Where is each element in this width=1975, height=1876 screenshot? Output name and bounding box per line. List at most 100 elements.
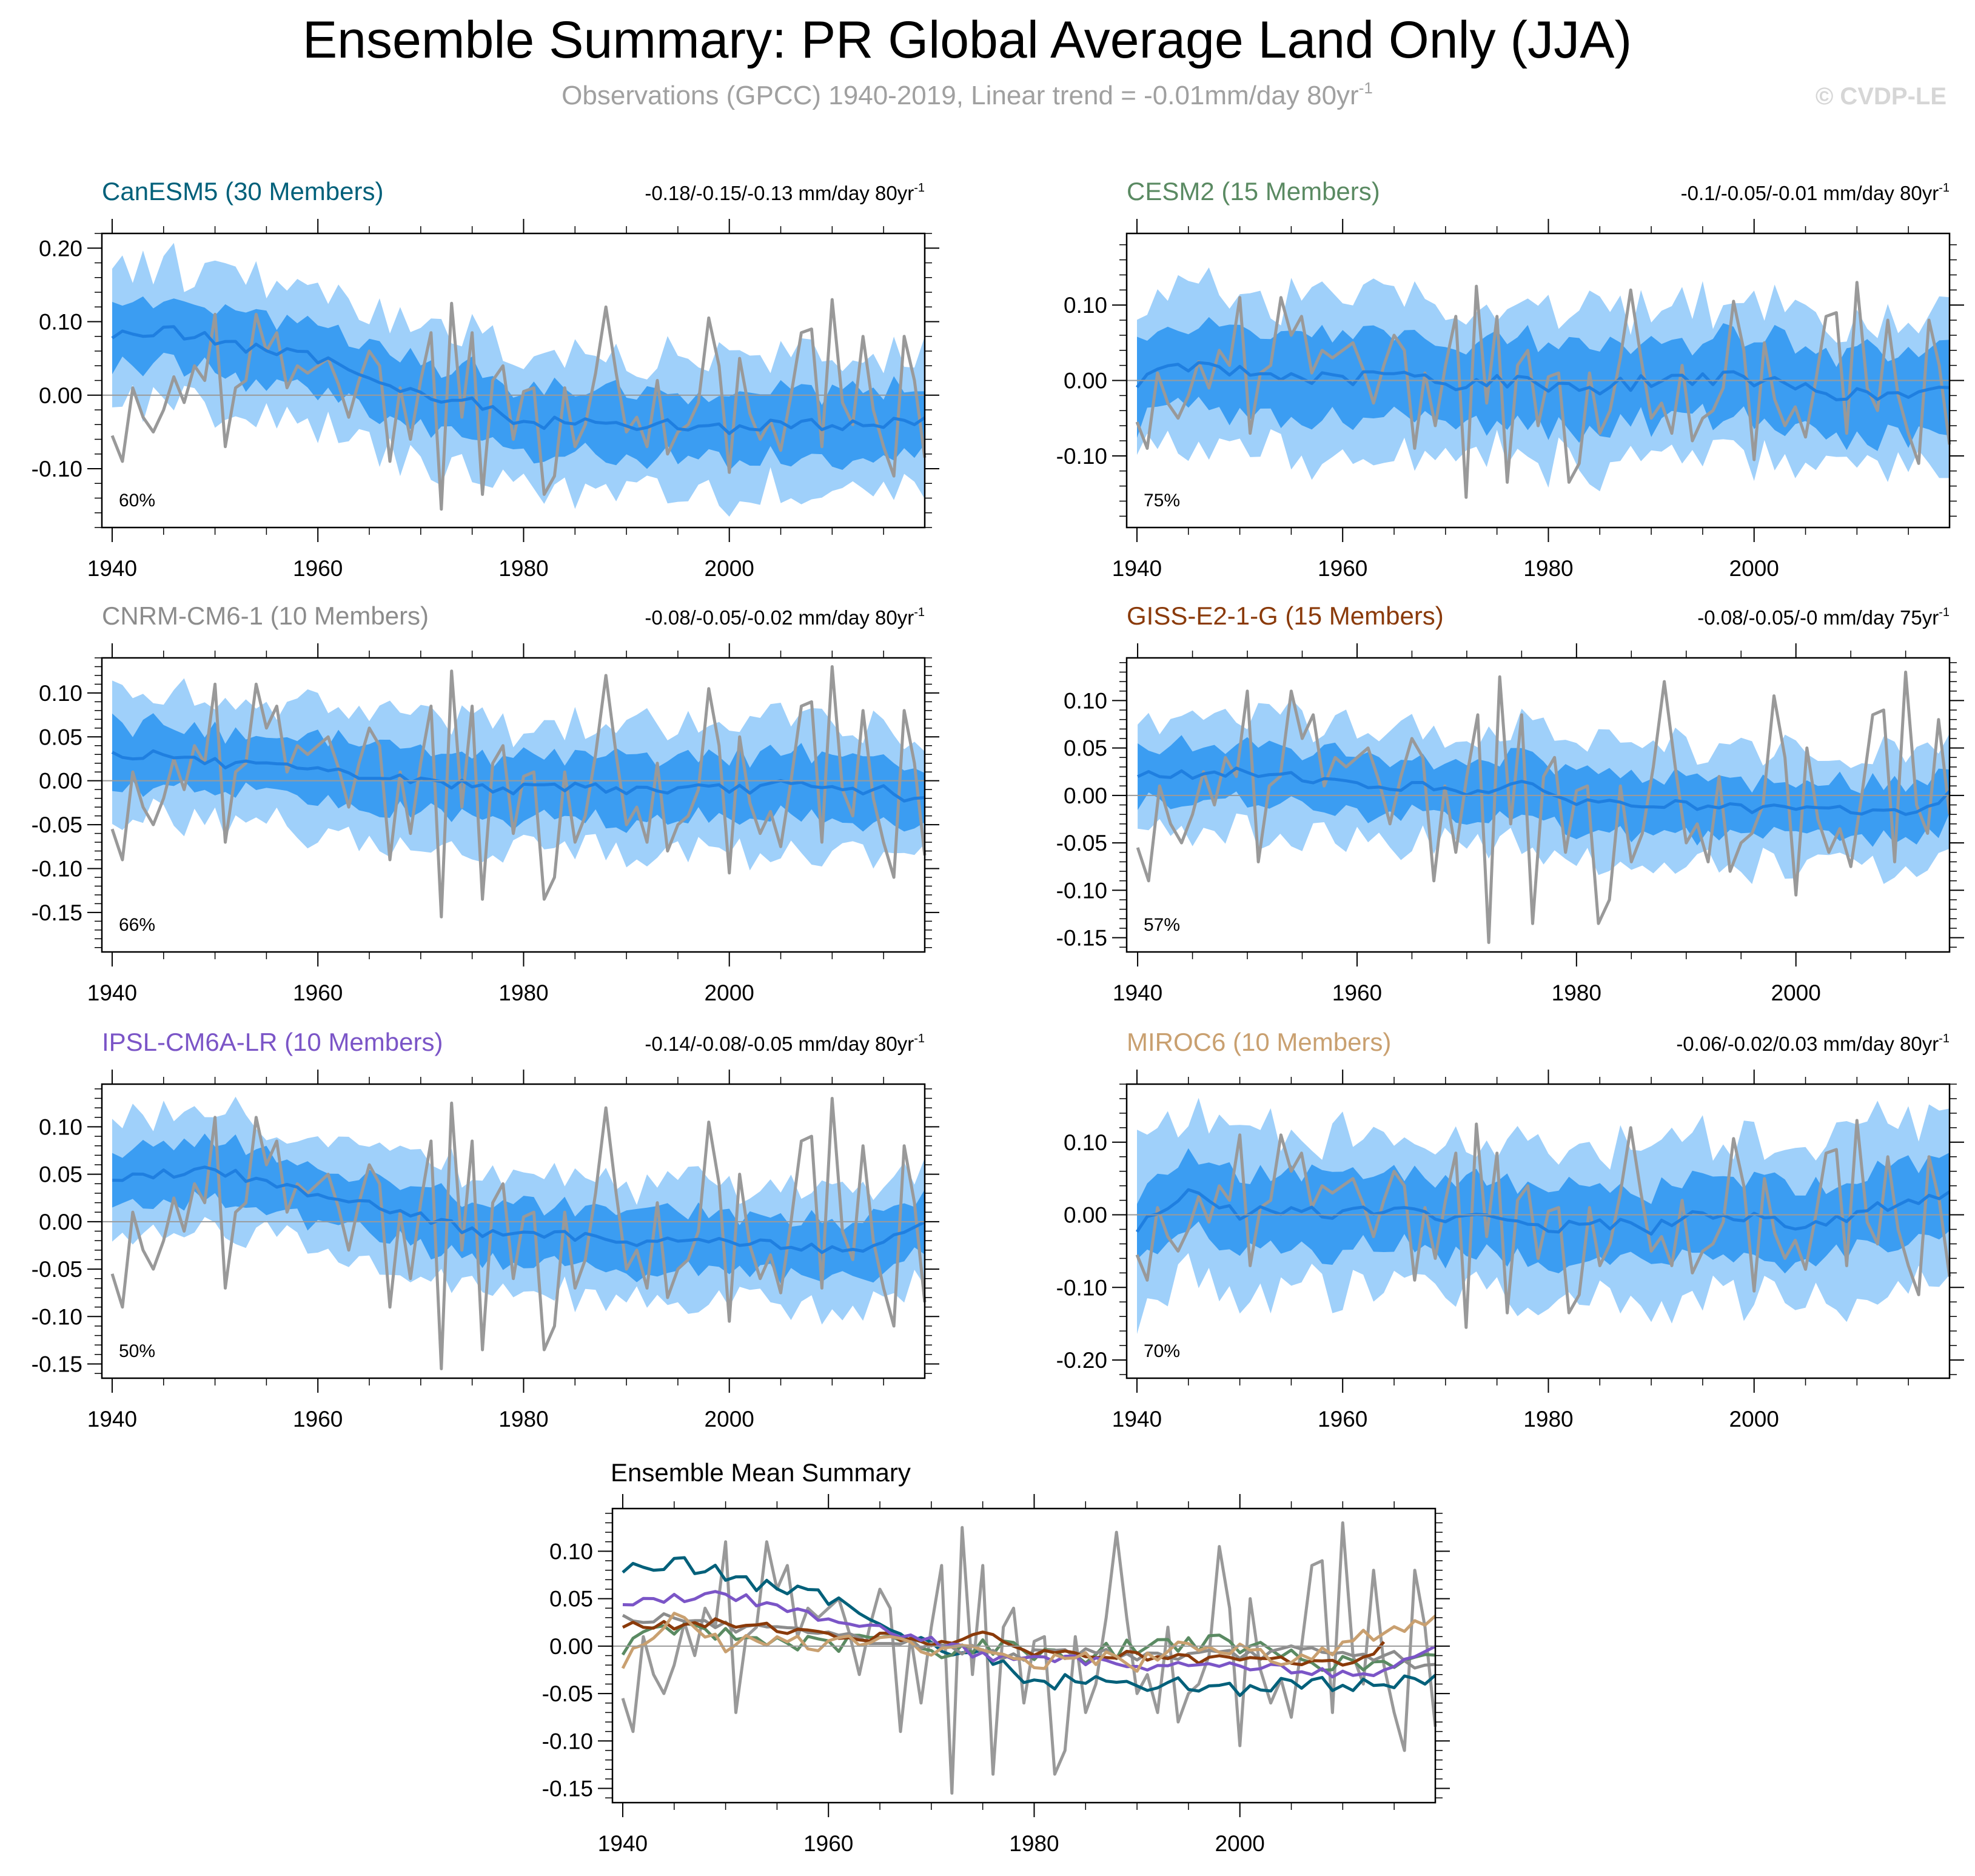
miroc6-ensemble-mean-line bbox=[1135, 1188, 1951, 1236]
summary-ytick-label: -0.15 bbox=[542, 1777, 593, 1801]
cesm2-ytick-label: -0.10 bbox=[1056, 444, 1107, 469]
ipsl-ytick-label: -0.05 bbox=[32, 1257, 82, 1282]
miroc6-percent-label: 70% bbox=[1144, 1341, 1180, 1361]
cnrm-percent-label: 66% bbox=[119, 915, 155, 935]
cesm2-xtick-label: 1960 bbox=[1318, 556, 1367, 581]
panel-cesm2: CESM2 (15 Members) -0.1/-0.05/-0.01 mm/da… bbox=[1056, 177, 1964, 581]
canesm5-title: CanESM5 (30 Members) bbox=[102, 177, 383, 206]
cnrm-xtick-label: 1940 bbox=[87, 980, 137, 1005]
canesm5-ytick-label: 0.00 bbox=[39, 383, 82, 408]
cnrm-title: CNRM-CM6-1 (10 Members) bbox=[102, 601, 429, 630]
giss-ytick-label: 0.05 bbox=[1064, 736, 1107, 761]
miroc6-ytick-label: 0.10 bbox=[1064, 1130, 1107, 1155]
summary-xtick-label: 1940 bbox=[598, 1831, 648, 1856]
summary-ytick-label: -0.10 bbox=[542, 1729, 593, 1754]
giss-xtick-label: 1980 bbox=[1552, 980, 1601, 1005]
canesm5-ensemble-mean-line bbox=[111, 325, 926, 435]
giss-ytick-label: 0.00 bbox=[1064, 783, 1107, 808]
cesm2-title: CESM2 (15 Members) bbox=[1127, 177, 1380, 206]
canesm5-xtick-label: 2000 bbox=[705, 556, 754, 581]
giss-ytick-label: -0.10 bbox=[1056, 878, 1107, 903]
ipsl-xtick-label: 2000 bbox=[705, 1407, 754, 1432]
canesm5-xtick-label: 1940 bbox=[87, 556, 137, 581]
cnrm-frame bbox=[101, 657, 926, 953]
panel-giss: GISS-E2-1-G (15 Members) -0.08/-0.05/-0 m… bbox=[1056, 601, 1964, 1005]
giss-ensemble-mean-line bbox=[1137, 766, 1951, 816]
watermark: © CVDP-LE bbox=[1816, 83, 1946, 110]
figure-title: Ensemble Summary: PR Global Average Land… bbox=[303, 11, 1632, 69]
summary-xtick-label: 2000 bbox=[1215, 1831, 1265, 1856]
cnrm-xtick-label: 1960 bbox=[293, 980, 343, 1005]
ipsl-observations-line bbox=[110, 1097, 927, 1370]
ipsl-ytick-label: -0.15 bbox=[32, 1352, 82, 1377]
cnrm-ytick-label: -0.10 bbox=[32, 856, 82, 881]
cnrm-xtick-label: 1980 bbox=[498, 980, 548, 1005]
miroc6-xtick-label: 2000 bbox=[1729, 1407, 1779, 1432]
giss-ytick-label: -0.05 bbox=[1056, 831, 1107, 856]
miroc6-xtick-label: 1980 bbox=[1523, 1407, 1573, 1432]
miroc6-ytick-label: 0.00 bbox=[1064, 1203, 1107, 1228]
cesm2-ytick-label: 0.10 bbox=[1064, 293, 1107, 318]
ipsl-trend-text: -0.14/-0.08/-0.05 mm/day 80yr-1 bbox=[645, 1032, 925, 1055]
panels: CanESM5 (30 Members) -0.18/-0.15/-0.13 mm… bbox=[32, 177, 1964, 1856]
ipsl-xtick-label: 1940 bbox=[87, 1407, 137, 1432]
cesm2-ytick-label: 0.00 bbox=[1064, 369, 1107, 394]
ipsl-ytick-label: 0.10 bbox=[39, 1114, 82, 1139]
cnrm-xtick-label: 2000 bbox=[705, 980, 754, 1005]
giss-percent-label: 57% bbox=[1144, 915, 1180, 935]
giss-title: GISS-E2-1-G (15 Members) bbox=[1127, 601, 1444, 630]
canesm5-percent-label: 60% bbox=[119, 491, 155, 511]
summary-title: Ensemble Mean Summary bbox=[611, 1458, 911, 1487]
ipsl-xtick-label: 1980 bbox=[498, 1407, 548, 1432]
canesm5-xtick-label: 1980 bbox=[498, 556, 548, 581]
panel-ipsl: IPSL-CM6A-LR (10 Members) -0.14/-0.08/-0.… bbox=[32, 1028, 939, 1432]
cnrm-ytick-label: 0.10 bbox=[39, 681, 82, 706]
giss-ytick-label: 0.10 bbox=[1064, 688, 1107, 713]
cnrm-ytick-label: -0.05 bbox=[32, 812, 82, 837]
cesm2-xtick-label: 1940 bbox=[1112, 556, 1162, 581]
ipsl-ytick-label: 0.05 bbox=[39, 1162, 82, 1187]
summary-xtick-label: 1960 bbox=[803, 1831, 853, 1856]
figure-subtitle: Observations (GPCC) 1940-2019, Linear tr… bbox=[562, 79, 1373, 110]
ipsl-ensemble-mean-line bbox=[112, 1165, 926, 1255]
summary-ytick-label: 0.00 bbox=[549, 1634, 593, 1659]
ipsl-percent-label: 50% bbox=[119, 1341, 155, 1361]
canesm5-trend-text: -0.18/-0.15/-0.13 mm/day 80yr-1 bbox=[645, 181, 925, 204]
panel-canesm5: CanESM5 (30 Members) -0.18/-0.15/-0.13 mm… bbox=[32, 177, 939, 581]
ipsl-ytick-label: -0.10 bbox=[32, 1304, 82, 1329]
panel-summary: Ensemble Mean Summary 0.10 0.05 0.00 -0.05 -0… bbox=[542, 1458, 1450, 1856]
summary-line-miroc6 bbox=[621, 1612, 1437, 1673]
ipsl-title: IPSL-CM6A-LR (10 Members) bbox=[102, 1028, 443, 1056]
giss-xtick-label: 1940 bbox=[1113, 980, 1162, 1005]
miroc6-xtick-label: 1960 bbox=[1318, 1407, 1367, 1432]
cesm2-percent-label: 75% bbox=[1144, 491, 1180, 511]
giss-xtick-label: 1960 bbox=[1332, 980, 1382, 1005]
canesm5-observations-line bbox=[110, 298, 927, 511]
cnrm-trend-text: -0.08/-0.05/-0.02 mm/day 80yr-1 bbox=[645, 606, 925, 629]
miroc6-ytick-label: -0.10 bbox=[1056, 1275, 1107, 1300]
summary-line-giss bbox=[622, 1617, 1386, 1667]
summary-ytick-label: 0.05 bbox=[549, 1587, 593, 1612]
summary-line-ipsl bbox=[622, 1590, 1437, 1679]
summary-xtick-label: 1980 bbox=[1009, 1831, 1059, 1856]
miroc6-ytick-label: -0.20 bbox=[1056, 1348, 1107, 1373]
cnrm-ytick-label: 0.00 bbox=[39, 769, 82, 794]
giss-trend-text: -0.08/-0.05/-0 mm/day 75yr-1 bbox=[1697, 606, 1950, 629]
ipsl-band-inner bbox=[112, 1133, 925, 1284]
cnrm-ytick-label: 0.05 bbox=[39, 725, 82, 749]
cesm2-trend-text: -0.1/-0.05/-0.01 mm/day 80yr-1 bbox=[1681, 181, 1950, 204]
giss-ytick-label: -0.15 bbox=[1056, 926, 1107, 951]
panel-cnrm: CNRM-CM6-1 (10 Members) -0.08/-0.05/-0.02… bbox=[32, 601, 939, 1005]
canesm5-ytick-label: -0.10 bbox=[32, 457, 82, 481]
cesm2-xtick-label: 1980 bbox=[1523, 556, 1573, 581]
summary-ytick-label: 0.10 bbox=[549, 1539, 593, 1564]
cnrm-band-inner bbox=[112, 713, 925, 833]
summary-line-canesm5 bbox=[622, 1556, 1437, 1697]
ipsl-ytick-label: 0.00 bbox=[39, 1210, 82, 1234]
miroc6-xtick-label: 1940 bbox=[1112, 1407, 1162, 1432]
miroc6-trend-text: -0.06/-0.02/0.03 mm/day 80yr-1 bbox=[1676, 1032, 1950, 1055]
summary-ytick-label: -0.05 bbox=[542, 1681, 593, 1706]
miroc6-title: MIROC6 (10 Members) bbox=[1127, 1028, 1391, 1056]
panel-miroc6: MIROC6 (10 Members) -0.06/-0.02/0.03 mm/d… bbox=[1056, 1028, 1964, 1432]
